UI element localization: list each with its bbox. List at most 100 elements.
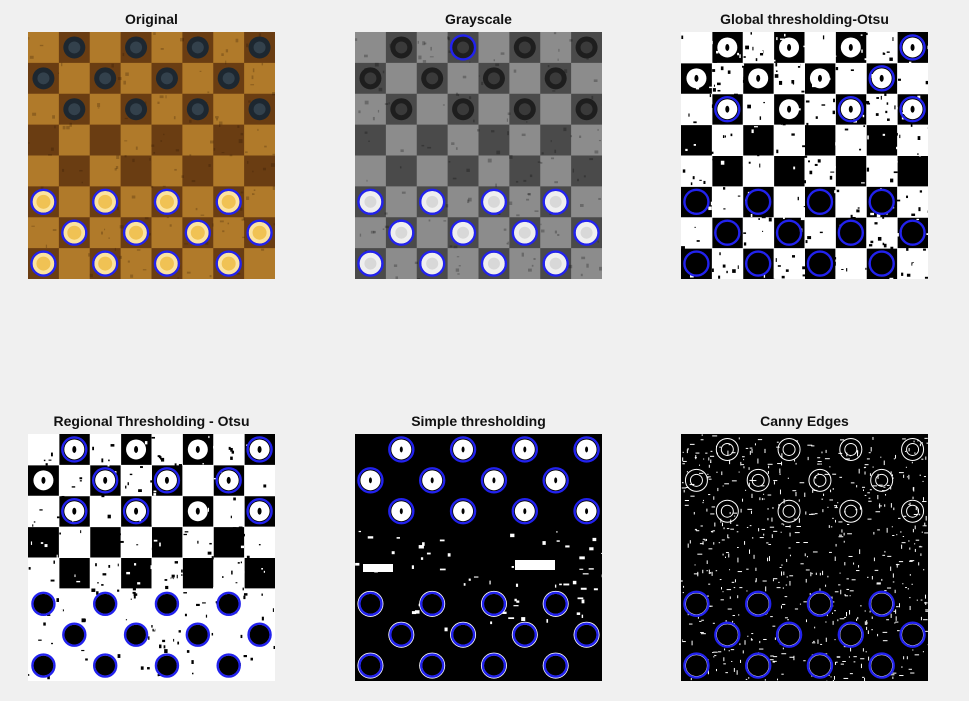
piece-blob xyxy=(95,593,116,614)
noise-speck xyxy=(866,102,871,105)
noise-speck xyxy=(117,654,121,658)
noise-speck xyxy=(224,451,226,455)
edge-pixel xyxy=(869,473,871,476)
edge-pixel xyxy=(924,630,928,632)
dark-checker-center xyxy=(426,72,439,85)
edge-pixel xyxy=(781,653,787,655)
noise-speck xyxy=(796,63,801,66)
noise-speck xyxy=(418,545,424,549)
noise-speck xyxy=(870,212,875,216)
noise-speck xyxy=(426,552,431,555)
noise-speck xyxy=(176,519,180,524)
edge-pixel xyxy=(804,492,806,497)
board-square xyxy=(478,124,510,156)
noise-speck xyxy=(54,125,56,129)
light-checker-center xyxy=(67,225,82,240)
edge-pixel xyxy=(795,491,797,497)
noise-speck xyxy=(856,57,861,59)
edge-pixel xyxy=(778,581,780,583)
noise-speck xyxy=(882,242,885,246)
noise-speck xyxy=(147,667,150,670)
edge-pixel xyxy=(789,580,791,586)
detection-circle xyxy=(153,188,181,216)
noise-speck xyxy=(556,540,560,542)
noise-speck xyxy=(219,121,223,125)
detection-circle xyxy=(31,653,56,678)
noise-speck xyxy=(107,463,110,467)
noise-speck xyxy=(225,49,229,53)
edge-pixel xyxy=(878,484,883,486)
edge-pixel xyxy=(909,560,915,562)
dark-checker-center xyxy=(457,41,470,54)
noise-speck xyxy=(159,95,164,99)
noise-speck xyxy=(81,674,83,679)
detection-circle xyxy=(543,591,568,617)
edge-pixel xyxy=(835,661,838,663)
noise-speck xyxy=(473,576,479,578)
edge-pixel xyxy=(840,439,845,441)
noise-speck xyxy=(150,565,154,570)
edge-pixel xyxy=(745,447,749,449)
edge-pixel xyxy=(720,587,722,590)
noise-speck xyxy=(411,611,417,615)
edge-pixel xyxy=(913,486,915,492)
noise-speck xyxy=(775,70,778,72)
noise-speck xyxy=(708,206,712,211)
noise-speck xyxy=(586,263,589,268)
piece-blob xyxy=(870,252,893,275)
white-square xyxy=(120,588,152,620)
noise-speck xyxy=(552,90,556,92)
detection-circle xyxy=(837,621,865,648)
edge-pixel xyxy=(905,587,907,589)
panel-title: Original xyxy=(125,11,178,27)
detection-circle xyxy=(92,591,118,617)
piece-blob xyxy=(453,624,474,645)
noise-speck xyxy=(251,193,254,196)
edge-pixel xyxy=(779,473,781,475)
edge-pixel xyxy=(720,518,722,523)
edge-pixel xyxy=(912,528,914,533)
piece-blob xyxy=(95,655,116,676)
noise-speck xyxy=(884,51,886,53)
noise-speck xyxy=(521,252,524,257)
edge-pixel xyxy=(820,463,822,465)
detection-circle xyxy=(511,497,539,525)
noise-speck xyxy=(207,573,212,576)
panel-title: Simple thresholding xyxy=(411,413,546,429)
noise-speck xyxy=(125,619,128,621)
noise-speck xyxy=(150,185,154,188)
noise-speck xyxy=(876,97,879,99)
edge-contour xyxy=(839,437,863,461)
edge-pixel xyxy=(759,640,761,644)
noise-speck xyxy=(197,540,199,544)
noise-speck xyxy=(742,63,745,66)
noise-speck xyxy=(515,180,519,183)
edge-pixel xyxy=(721,539,725,541)
noise-speck xyxy=(467,199,470,204)
edge-pixel xyxy=(712,530,715,532)
edge-pixel xyxy=(886,619,890,621)
edge-pixel xyxy=(805,578,807,583)
edge-pixel xyxy=(707,669,709,675)
noise-speck xyxy=(257,128,259,131)
noise-speck xyxy=(199,70,202,72)
edge-pixel xyxy=(890,486,892,490)
noise-speck xyxy=(358,110,361,114)
noise-speck xyxy=(822,108,825,113)
board-square xyxy=(120,62,152,95)
noise-speck xyxy=(906,273,911,277)
noise-speck xyxy=(531,264,534,267)
edge-pixel xyxy=(784,596,788,598)
white-square xyxy=(835,62,867,95)
edge-pixel xyxy=(793,655,795,661)
edge-pixel xyxy=(883,460,885,466)
noise-speck xyxy=(523,179,527,182)
noise-speck xyxy=(705,40,708,45)
piece-hole xyxy=(817,74,822,82)
noise-speck xyxy=(726,270,728,274)
noise-speck xyxy=(175,547,177,551)
white-square xyxy=(804,32,836,64)
noise-speck xyxy=(749,239,754,243)
noise-speck xyxy=(236,272,241,275)
piece-blob xyxy=(391,624,412,645)
